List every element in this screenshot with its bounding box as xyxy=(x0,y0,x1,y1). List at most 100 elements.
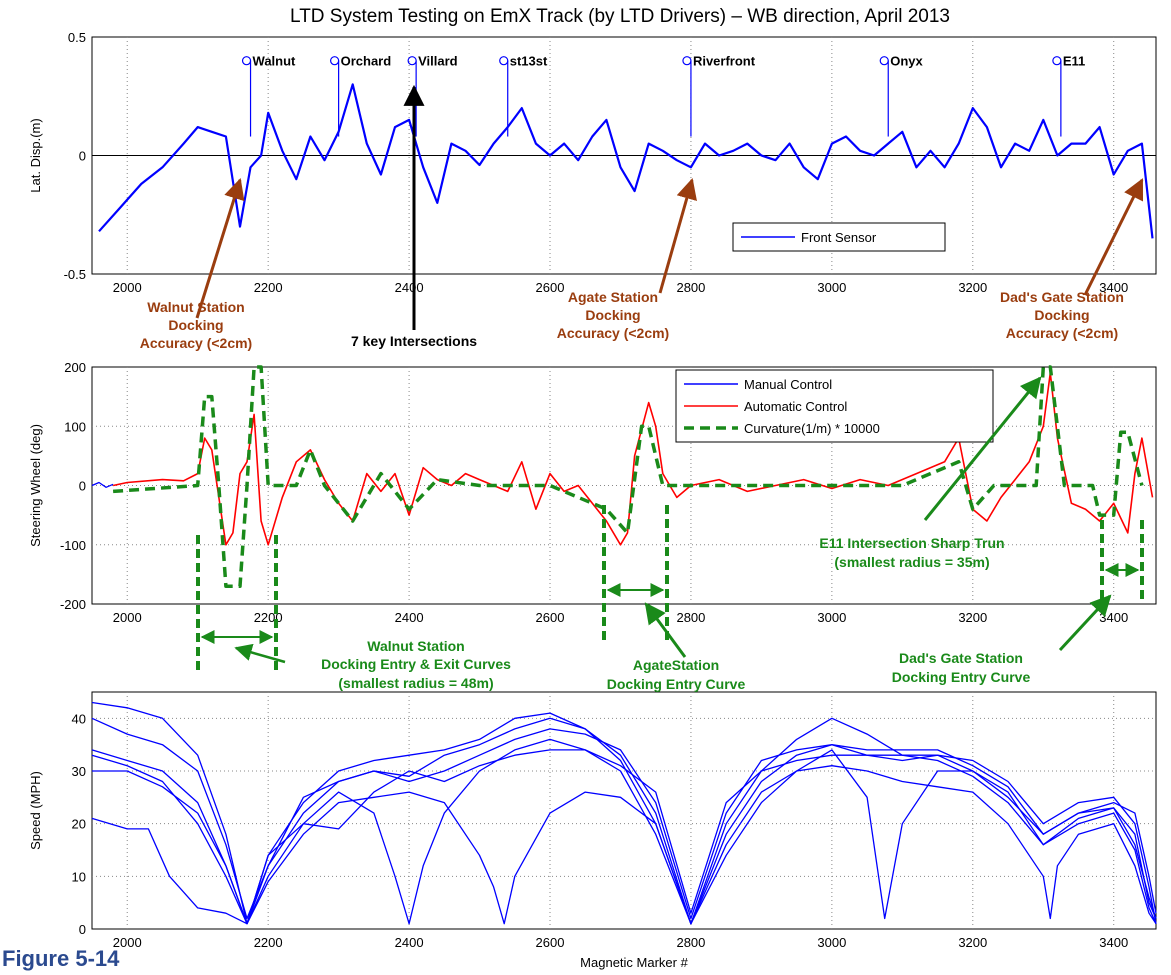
y-tick-label: 0 xyxy=(79,922,86,937)
dads-curve-annotation: Dad's Gate Station Docking Entry Curve xyxy=(892,520,1144,685)
y-tick-label: -200 xyxy=(60,597,86,612)
x-tick-label: 3400 xyxy=(1099,610,1128,625)
x-tick-label: 3200 xyxy=(958,610,987,625)
agate-curve-line2: Docking Entry Curve xyxy=(607,676,746,692)
y-tick-label: 0 xyxy=(79,479,86,494)
y-axis-label: Steering Wheel (deg) xyxy=(28,424,43,547)
e11-turn-line1: E11 Intersection Sharp Trun xyxy=(819,535,1004,551)
agate-curve-line1: AgateStation xyxy=(633,657,719,673)
e11-turn-annotation: E11 Intersection Sharp Trun (smallest ra… xyxy=(819,376,1042,570)
x-tick-label: 3000 xyxy=(817,935,846,950)
x-tick-label: 3400 xyxy=(1099,280,1128,295)
plot-frame xyxy=(91,691,1157,930)
station-label: st13st xyxy=(510,54,548,69)
walnut-curves-line2: Docking Entry & Exit Curves xyxy=(321,656,511,672)
dads-docking-arrow xyxy=(1083,178,1144,296)
x-tick-label: 2400 xyxy=(395,610,424,625)
y-tick-label: -0.5 xyxy=(64,267,86,282)
walnut-curves-annotation: Walnut Station Docking Entry & Exit Curv… xyxy=(196,535,511,691)
x-tick-label: 2400 xyxy=(395,280,424,295)
dads-curve-pointer xyxy=(1058,594,1112,652)
y-axis-label: Lat. Disp.(m) xyxy=(28,118,43,192)
x-tick-label: 2000 xyxy=(113,280,142,295)
steering-wheel-panel: 2000 2200 2400 2600 2800 3000 3200 3400-200-100… xyxy=(28,360,1157,625)
y-axis-label: Speed (MPH) xyxy=(28,771,43,850)
key-intersections-label: 7 key Intersections xyxy=(351,333,477,349)
x-tick-label: 2400 xyxy=(395,935,424,950)
x-tick-label: 2600 xyxy=(536,280,565,295)
legend-label: Manual Control xyxy=(744,377,832,392)
walnut-docking-line2: Docking xyxy=(168,317,223,333)
x-tick-label: 3400 xyxy=(1099,935,1128,950)
agate-curve-annotation: AgateStation Docking Entry Curve xyxy=(602,505,746,692)
walnut-docking-line1: Walnut Station xyxy=(147,299,244,315)
x-tick-label: 2000 xyxy=(113,935,142,950)
x-axis-label: Magnetic Marker # xyxy=(580,955,688,970)
x-tick-label: 3000 xyxy=(817,610,846,625)
station-label: Villard xyxy=(418,54,458,69)
series-line xyxy=(92,749,1157,925)
dads-curve-line2: Docking Entry Curve xyxy=(892,669,1031,685)
agate-docking-line3: Accuracy (<2cm) xyxy=(557,325,669,341)
y-tick-label: 0.5 xyxy=(68,30,86,45)
x-tick-label: 3000 xyxy=(817,280,846,295)
x-tick-label: 2600 xyxy=(536,610,565,625)
speed-panel: 2000 2200 2400 2600 2800 3000 3200 3400 0 10 20 30 4… xyxy=(28,691,1157,970)
x-tick-label: 2200 xyxy=(254,935,283,950)
station-label: Riverfront xyxy=(693,54,756,69)
y-tick-label: 0 xyxy=(79,149,86,164)
series-line xyxy=(91,717,1157,920)
series-line xyxy=(112,372,1154,546)
walnut-docking-line3: Accuracy (<2cm) xyxy=(140,335,252,351)
walnut-docking-arrow xyxy=(195,177,245,319)
series-line xyxy=(91,481,114,488)
lateral-displacement-panel: 2000 2200 2400 2600 2800 3000 3200 3400 -0.5 0 0.5… xyxy=(28,30,1157,295)
y-tick-label: 40 xyxy=(72,711,86,726)
x-tick-label: 3200 xyxy=(958,935,987,950)
series-line xyxy=(91,717,1157,925)
series-line xyxy=(91,765,1157,925)
y-tick-label: 200 xyxy=(64,360,86,375)
y-tick-label: 30 xyxy=(72,764,86,779)
legend-label: Front Sensor xyxy=(801,230,877,245)
station-label: Orchard xyxy=(341,54,392,69)
agate-docking-annotation: Agate Station Docking Accuracy (<2cm) xyxy=(557,177,697,341)
walnut-curves-pointer xyxy=(234,643,286,664)
agate-docking-arrow xyxy=(658,177,697,294)
walnut-docking-annotation: Walnut Station Docking Accuracy (<2cm) xyxy=(140,177,252,351)
series-line xyxy=(91,738,1157,925)
e11-turn-pointer xyxy=(923,376,1042,521)
x-tick-label: 2800 xyxy=(676,610,705,625)
x-tick-label: 2800 xyxy=(676,280,705,295)
dads-docking-line3: Accuracy (<2cm) xyxy=(1006,325,1118,341)
dads-docking-line1: Dad's Gate Station xyxy=(1000,289,1124,305)
figure-caption: Figure 5-14 xyxy=(2,946,120,971)
series-line xyxy=(112,365,1144,588)
y-tick-label: 100 xyxy=(64,419,86,434)
x-tick-label: 2000 xyxy=(113,610,142,625)
x-tick-label: 2600 xyxy=(536,935,565,950)
dads-docking-line2: Docking xyxy=(1034,307,1089,323)
legend-label: Curvature(1/m) * 10000 xyxy=(744,421,880,436)
y-tick-label: 20 xyxy=(72,817,86,832)
agate-docking-line2: Docking xyxy=(585,307,640,323)
series-line xyxy=(98,83,1154,239)
station-label: Onyx xyxy=(890,54,923,69)
walnut-curves-line1: Walnut Station xyxy=(367,638,464,654)
dads-docking-annotation: Dad's Gate Station Docking Accuracy (<2c… xyxy=(1000,178,1144,341)
x-tick-label: 2200 xyxy=(254,280,283,295)
agate-curve-pointer xyxy=(644,602,687,658)
key-intersections-annotation: 7 key Intersections xyxy=(351,84,477,349)
dads-curve-line1: Dad's Gate Station xyxy=(899,650,1023,666)
walnut-curves-line3: (smallest radius = 48m) xyxy=(338,675,493,691)
station-label: E11 xyxy=(1063,54,1085,69)
chart-title: LTD System Testing on EmX Track (by LTD … xyxy=(290,6,950,27)
y-tick-label: 10 xyxy=(72,869,86,884)
agate-docking-line1: Agate Station xyxy=(568,289,658,305)
x-tick-label: 3200 xyxy=(958,280,987,295)
station-label: Walnut xyxy=(253,54,297,69)
legend-label: Automatic Control xyxy=(744,399,847,414)
y-tick-label: -100 xyxy=(60,538,86,553)
x-tick-label: 2800 xyxy=(676,935,705,950)
